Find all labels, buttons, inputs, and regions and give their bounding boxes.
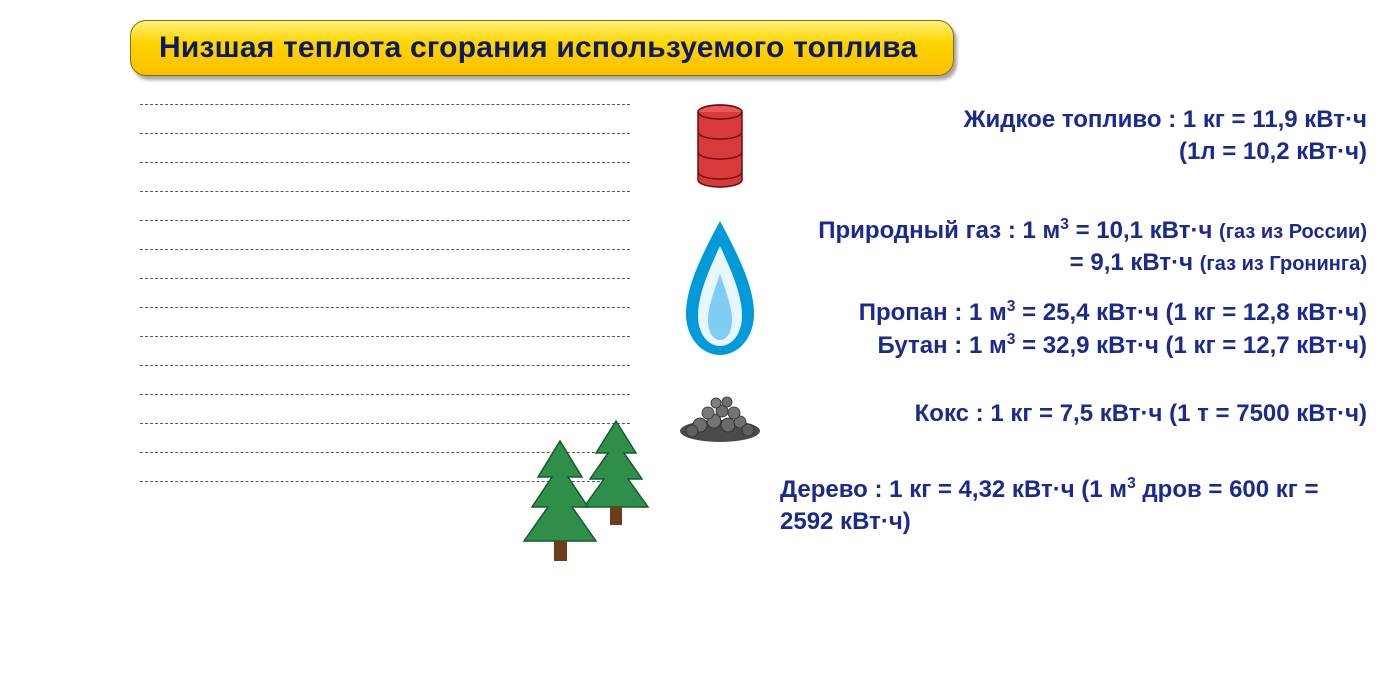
notes-line bbox=[140, 278, 630, 279]
fuel-row-gas: Природный газ : 1 м3 = 10,1 кВт·ч (газ и… bbox=[660, 214, 1377, 363]
fuel-natgas-line2: = 9,1 кВт·ч (газ из Гронинга) bbox=[780, 247, 1367, 279]
trees-illustration bbox=[500, 415, 660, 570]
fuel-row-liquid: Жидкое топливо : 1 кг = 11,9 кВт·ч (1л =… bbox=[660, 104, 1377, 192]
notes-line bbox=[140, 162, 630, 163]
coke-icon bbox=[660, 385, 780, 445]
fuel-natgas-line1: Природный газ : 1 м3 = 10,1 кВт·ч (газ и… bbox=[780, 214, 1367, 247]
notes-line bbox=[140, 336, 630, 337]
notes-line bbox=[140, 307, 630, 308]
fuel-liquid-text: Жидкое топливо : 1 кг = 11,9 кВт·ч (1л =… bbox=[780, 104, 1377, 169]
title-text: Низшая теплота сгорания используемого то… bbox=[159, 31, 917, 64]
notes-line bbox=[140, 220, 630, 221]
title-bar: Низшая теплота сгорания используемого то… bbox=[130, 20, 954, 76]
notes-line bbox=[140, 191, 630, 192]
fuel-wood-text: Дерево : 1 кг = 4,32 кВт·ч (1 м3 дров = … bbox=[780, 473, 1377, 539]
fuel-propane: Пропан : 1 м3 = 25,4 кВт·ч (1 кг = 12,8 … bbox=[780, 296, 1367, 329]
fuel-gas-text: Природный газ : 1 м3 = 10,1 кВт·ч (газ и… bbox=[780, 214, 1377, 363]
content-area: Жидкое топливо : 1 кг = 11,9 кВт·ч (1л =… bbox=[20, 104, 1377, 560]
notes-column bbox=[20, 104, 630, 560]
trees-icon bbox=[500, 415, 660, 565]
notes-line bbox=[140, 133, 630, 134]
fuel-list: Жидкое топливо : 1 кг = 11,9 кВт·ч (1л =… bbox=[630, 104, 1377, 560]
notes-line bbox=[140, 394, 630, 395]
flame-icon bbox=[660, 218, 780, 358]
fuel-row-coke: Кокс : 1 кг = 7,5 кВт·ч (1 т = 7500 кВт·… bbox=[660, 385, 1377, 445]
fuel-coke-text: Кокс : 1 кг = 7,5 кВт·ч (1 т = 7500 кВт·… bbox=[780, 398, 1377, 430]
fuel-liquid-line2: (1л = 10,2 кВт·ч) bbox=[780, 136, 1367, 168]
fuel-coke-line: Кокс : 1 кг = 7,5 кВт·ч (1 т = 7500 кВт·… bbox=[780, 398, 1367, 430]
fuel-butane: Бутан : 1 м3 = 32,9 кВт·ч (1 кг = 12,7 к… bbox=[780, 329, 1367, 362]
notes-line bbox=[140, 104, 630, 105]
barrel-icon bbox=[660, 104, 780, 192]
fuel-liquid-line1: Жидкое топливо : 1 кг = 11,9 кВт·ч bbox=[780, 104, 1367, 136]
fuel-row-wood: Дерево : 1 кг = 4,32 кВт·ч (1 м3 дров = … bbox=[660, 473, 1377, 539]
notes-line bbox=[140, 365, 630, 366]
notes-line bbox=[140, 249, 630, 250]
